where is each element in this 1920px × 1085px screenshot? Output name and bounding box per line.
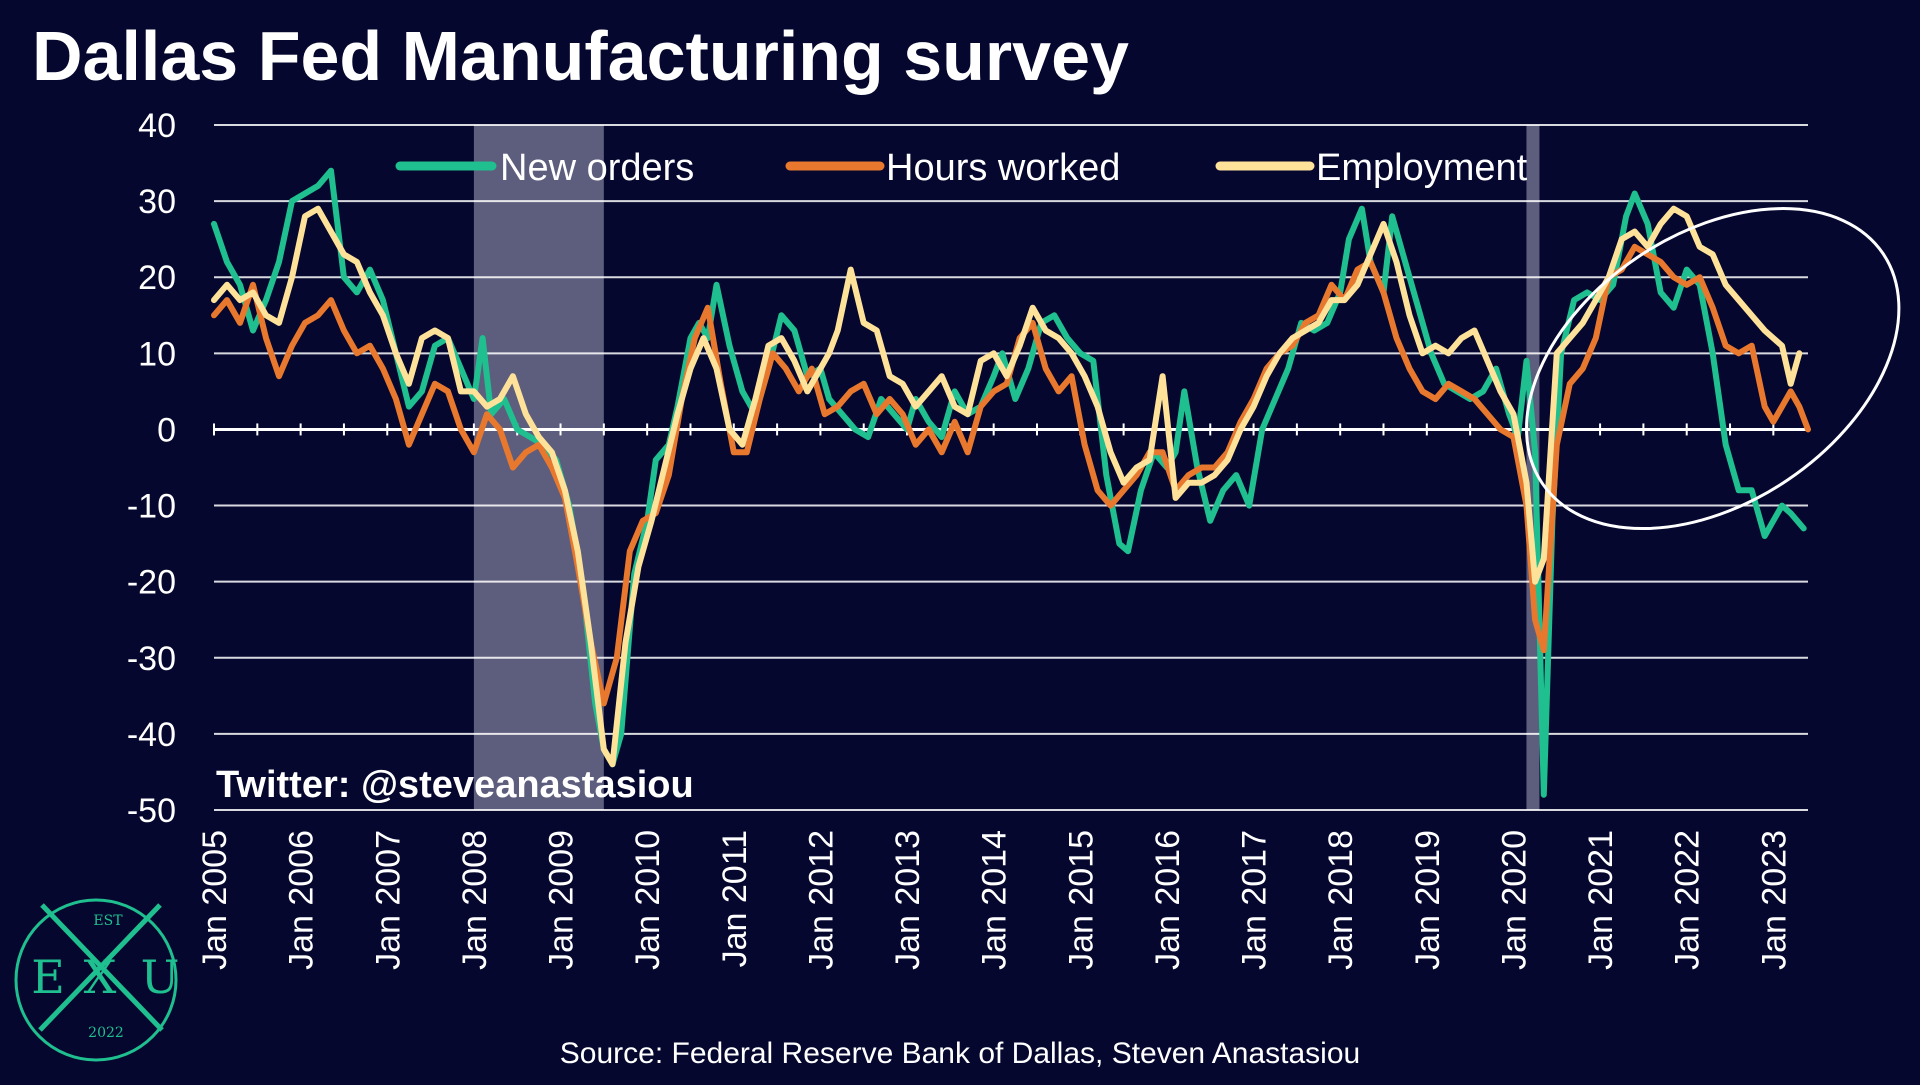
- x-tick-label: Jan 2013: [889, 830, 927, 970]
- x-tick-label: Jan 2014: [976, 830, 1014, 970]
- x-tick-label: Jan 2021: [1582, 830, 1620, 970]
- x-tick-label: Jan 2011: [716, 830, 754, 967]
- y-tick-label: 20: [138, 259, 176, 297]
- chart-title: Dallas Fed Manufacturing survey: [32, 17, 1129, 95]
- y-tick-label: 40: [138, 107, 176, 145]
- recession-bands: [473, 125, 1540, 810]
- legend-label-new-orders: New orders: [500, 147, 694, 189]
- logo-est: EST: [93, 913, 123, 929]
- logo-ring: [14, 898, 178, 1062]
- logo-letter-x: X: [84, 950, 117, 1004]
- logo-year: 2022: [88, 1025, 124, 1041]
- legend-label-hours-worked: Hours worked: [886, 147, 1120, 189]
- x-tick-label: Jan 2007: [369, 830, 407, 970]
- x-tick-label: Jan 2019: [1409, 830, 1447, 970]
- series-line-new-orders: [211, 167, 1807, 798]
- legend: New orders Hours worked Employment: [395, 147, 1528, 189]
- x-tick-label: Jan 2005: [196, 830, 234, 970]
- x-tick-label: Jan 2008: [456, 830, 494, 970]
- x-tick-label: Jan 2010: [629, 830, 667, 970]
- y-tick-label: 10: [138, 335, 176, 373]
- highlight-ellipse-shape: [1525, 207, 1901, 531]
- x-tick-label: Jan 2012: [802, 830, 840, 970]
- x-tick-label: Jan 2006: [283, 830, 321, 970]
- y-tick-label: -50: [127, 792, 176, 830]
- exu-logo: EST E X U 2022: [14, 898, 180, 1062]
- x-tick-label: Jan 2018: [1322, 830, 1360, 970]
- y-tick-label: -10: [127, 488, 176, 526]
- x-tick-label: Jan 2023: [1755, 830, 1793, 970]
- recession-band-0: [473, 125, 604, 810]
- x-tick-label: Jan 2017: [1236, 830, 1274, 970]
- x-tick-label: Jan 2022: [1669, 830, 1707, 970]
- twitter-handle: Twitter: @steveanastasiou: [216, 764, 694, 806]
- y-tick-label: -30: [127, 640, 176, 678]
- series-line-employment: [211, 205, 1803, 768]
- legend-label-employment: Employment: [1316, 147, 1528, 189]
- y-tick-label: -40: [127, 716, 176, 754]
- x-axis: Jan 2005 Jan 2006 Jan 2007 Jan 2008 Jan 2009…: [196, 423, 1793, 970]
- y-tick-label: 30: [138, 183, 176, 221]
- logo-letter-e: E: [31, 950, 65, 1004]
- y-axis: 40 30 20 10 0 -10 -20 -30 -40 -50: [127, 107, 176, 830]
- series-lines: [211, 167, 1811, 798]
- x-tick-label: Jan 2015: [1062, 830, 1100, 970]
- x-tick-label: Jan 2016: [1149, 830, 1187, 970]
- y-tick-label: -20: [127, 564, 176, 602]
- highlight-ellipse: [1525, 207, 1901, 531]
- logo-letter-u: U: [141, 950, 180, 1004]
- logo-blade-icon: [40, 903, 164, 1032]
- x-tick-label: Jan 2009: [543, 830, 581, 970]
- source-note: Source: Federal Reserve Bank of Dallas, …: [560, 1037, 1360, 1070]
- x-tick-label: Jan 2020: [1495, 830, 1533, 970]
- y-tick-label: 0: [157, 411, 176, 449]
